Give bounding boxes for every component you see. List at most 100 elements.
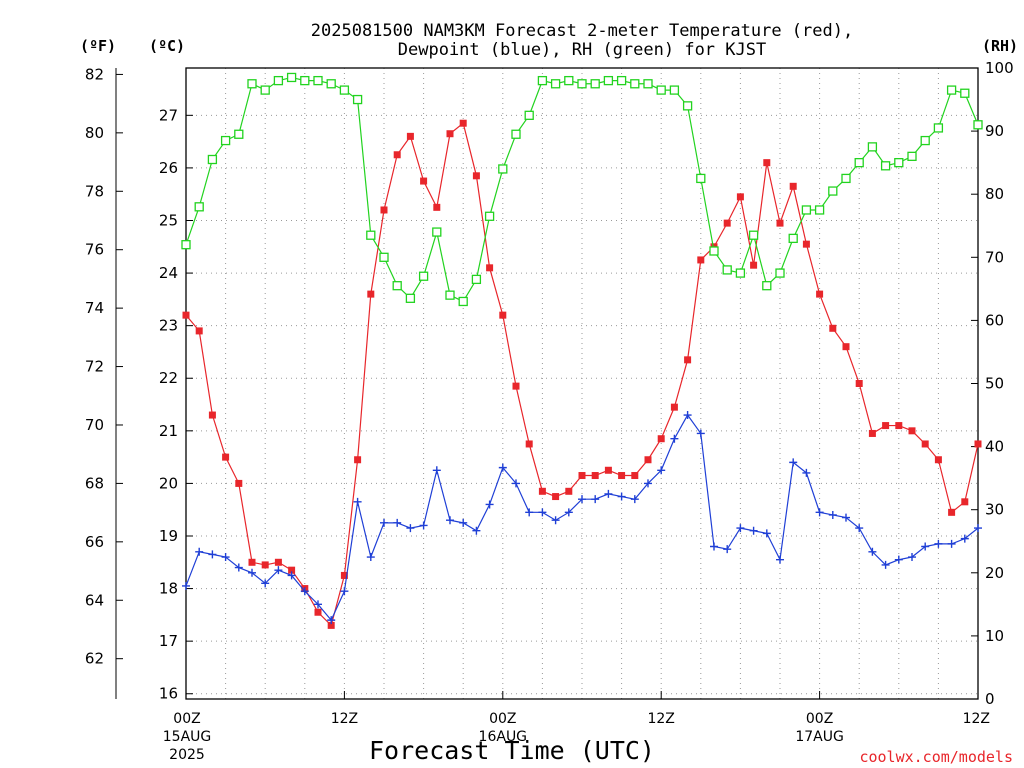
data-point xyxy=(921,440,929,448)
data-point xyxy=(933,123,944,133)
data-point xyxy=(867,142,878,152)
series-rh xyxy=(181,72,983,307)
x-axis-title: Forecast Time (UTC) xyxy=(369,736,655,765)
data-point xyxy=(814,205,825,215)
data-point xyxy=(789,458,798,467)
data-point xyxy=(366,553,375,562)
data-point xyxy=(525,508,534,517)
data-point xyxy=(208,411,216,419)
data-point xyxy=(669,85,680,95)
data-point xyxy=(934,539,943,548)
data-point xyxy=(538,487,546,495)
rh-tick-label: 40 xyxy=(985,438,1004,456)
celsius-tick-label: 17 xyxy=(159,632,178,650)
data-point xyxy=(763,159,771,167)
fahrenheit-tick-label: 70 xyxy=(85,416,104,434)
rh-unit-label: (RH) xyxy=(982,37,1018,55)
data-point xyxy=(234,129,244,139)
fahrenheit-tick-label: 76 xyxy=(85,241,104,259)
data-point xyxy=(908,427,916,435)
rh-tick-label: 100 xyxy=(985,59,1014,77)
data-point xyxy=(353,497,362,506)
data-point xyxy=(499,311,507,319)
series-layer xyxy=(181,72,983,629)
data-point xyxy=(340,587,349,596)
data-point xyxy=(247,79,257,89)
data-point xyxy=(868,429,876,437)
data-point xyxy=(696,429,705,438)
data-point xyxy=(380,518,388,527)
data-point xyxy=(750,261,758,269)
data-point xyxy=(868,547,877,556)
data-point xyxy=(274,558,282,566)
data-point xyxy=(762,281,772,291)
data-point xyxy=(578,472,586,480)
data-point xyxy=(260,85,270,95)
data-point xyxy=(182,581,190,590)
data-point xyxy=(828,186,838,196)
data-point xyxy=(486,264,494,272)
data-point xyxy=(459,518,468,527)
data-point xyxy=(261,561,269,569)
data-point xyxy=(591,495,600,504)
celsius-tick-label: 16 xyxy=(159,685,178,703)
data-point xyxy=(458,296,468,307)
data-point xyxy=(683,411,692,420)
data-point xyxy=(537,75,548,86)
data-point xyxy=(920,135,930,146)
data-point xyxy=(907,151,917,161)
data-point xyxy=(657,466,666,475)
data-point xyxy=(684,356,692,364)
rh-tick-label: 80 xyxy=(985,185,1004,203)
fahrenheit-tick-label: 82 xyxy=(85,65,104,83)
celsius-tick-label: 23 xyxy=(159,317,178,335)
data-point xyxy=(670,403,678,411)
data-point xyxy=(815,508,824,517)
data-point xyxy=(697,256,705,264)
series-dewpoint xyxy=(182,411,982,625)
data-point xyxy=(446,130,454,138)
data-point xyxy=(352,94,363,105)
data-point xyxy=(789,182,797,190)
data-point xyxy=(723,545,732,554)
data-point xyxy=(313,75,323,86)
data-point xyxy=(367,290,375,298)
data-point xyxy=(552,493,560,501)
data-point xyxy=(380,206,388,214)
data-point xyxy=(735,268,746,278)
data-point xyxy=(947,539,956,548)
data-point xyxy=(604,466,612,474)
data-point xyxy=(248,558,256,566)
fahrenheit-tick-label: 74 xyxy=(85,299,104,317)
data-point xyxy=(603,75,614,86)
x-tick-date: 16AUG xyxy=(479,729,528,745)
data-point xyxy=(432,227,442,237)
data-point xyxy=(538,508,547,517)
data-point xyxy=(273,75,284,86)
data-point xyxy=(392,281,402,291)
rh-tick-label: 50 xyxy=(985,375,1004,393)
data-point xyxy=(776,555,784,564)
data-point xyxy=(591,472,599,480)
data-point xyxy=(327,621,335,629)
fahrenheit-tick-label: 64 xyxy=(85,591,104,609)
celsius-tick-label: 25 xyxy=(159,211,178,229)
celsius-tick-label: 24 xyxy=(159,264,178,282)
rh-tick-label: 20 xyxy=(985,564,1004,582)
data-point xyxy=(736,524,745,533)
data-point xyxy=(960,534,969,543)
data-point xyxy=(564,75,574,86)
data-point xyxy=(524,110,534,120)
x-tick-date: 15AUG xyxy=(163,729,212,745)
data-point xyxy=(617,492,626,501)
data-point xyxy=(406,524,415,533)
celsius-tick-label: 18 xyxy=(159,580,178,598)
x-tick-label: 00Z xyxy=(173,711,200,727)
data-point xyxy=(405,293,416,303)
data-point xyxy=(235,479,243,487)
data-point xyxy=(446,516,454,525)
data-point xyxy=(314,600,322,609)
series-temperature xyxy=(182,119,982,629)
data-point xyxy=(736,193,744,201)
